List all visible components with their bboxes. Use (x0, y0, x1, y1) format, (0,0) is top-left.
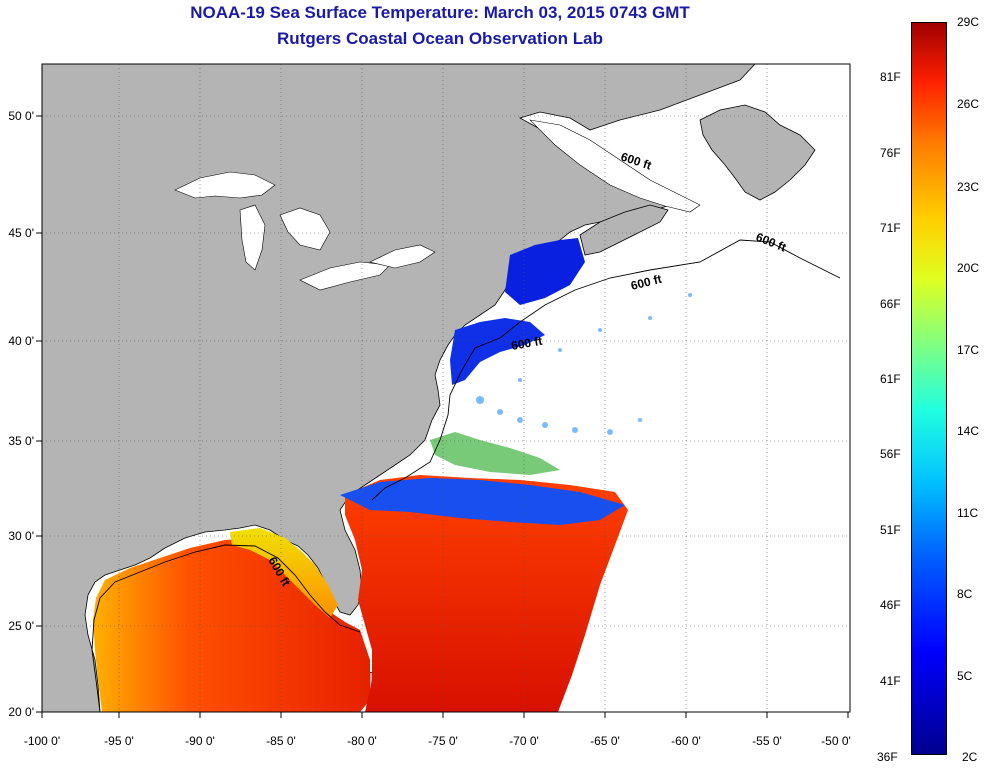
temperature-colorbar (911, 22, 947, 755)
lat-label: 20 0' (8, 705, 34, 719)
lat-label: 50 0' (8, 109, 34, 123)
gulf-of-st-lawrence (529, 119, 701, 213)
colorbar-fahrenheit-label: 61F (880, 372, 901, 386)
colorbar-fahrenheit-label: 41F (880, 674, 901, 688)
axis-ticks (36, 115, 849, 718)
colorbar-celsius-label: 2C (962, 750, 978, 764)
colorbar-fahrenheit-label: 66F (880, 297, 901, 311)
sst-speckles (476, 293, 692, 435)
land-newfoundland (699, 104, 816, 201)
lon-label: -70 0' (509, 734, 539, 748)
colorbar-celsius-label: 17C (957, 343, 980, 357)
colorbar-fahrenheit-label: 51F (880, 523, 901, 537)
colorbar-fahrenheit-label: 46F (880, 598, 901, 612)
map-subtitle: Rutgers Coastal Ocean Observation Lab (277, 29, 603, 48)
colorbar-celsius-label: 26C (957, 97, 980, 111)
lon-label: -85 0' (266, 734, 296, 748)
lon-label: -90 0' (185, 734, 215, 748)
lat-label: 40 0' (8, 334, 34, 348)
colorbar-celsius-label: 20C (957, 261, 980, 275)
sst-atlantic-warm (345, 475, 628, 712)
sst-cold-shelf (505, 238, 585, 305)
sst-cold-mid-atlantic (450, 318, 545, 385)
sst-cold-offshore (340, 478, 625, 525)
colorbar-fahrenheit-label: 81F (880, 70, 901, 84)
great-lakes (174, 171, 436, 291)
map-title: NOAA-19 Sea Surface Temperature: March 0… (190, 3, 690, 22)
sst-gulf-stream (430, 432, 560, 475)
lat-label: 25 0' (8, 619, 34, 633)
colorbar-celsius-label: 29C (957, 15, 980, 29)
colorbar-celsius-label: 23C (957, 180, 980, 194)
lon-label: -65 0' (590, 734, 620, 748)
isobath-600ft (91, 239, 841, 713)
land-nova-scotia (579, 204, 669, 256)
contour-label: 600 ft (510, 334, 543, 353)
colorbar-celsius-label: 14C (957, 424, 980, 438)
lon-label: -95 0' (104, 734, 134, 748)
lon-label: -55 0' (752, 734, 782, 748)
colorbar-fahrenheit-label: 56F (880, 447, 901, 461)
colorbar-celsius-label: 5C (957, 669, 973, 683)
lon-label: -80 0' (347, 734, 377, 748)
lat-label: 35 0' (8, 434, 34, 448)
map-frame (41, 63, 851, 713)
lat-label: 30 0' (8, 529, 34, 543)
lon-label: -60 0' (671, 734, 701, 748)
lat-label: 45 0' (8, 226, 34, 240)
lon-label: -75 0' (428, 734, 458, 748)
colorbar-fahrenheit-label: 71F (880, 221, 901, 235)
colorbar-celsius-label: 11C (957, 506, 979, 520)
colorbar-fahrenheit-label: 36F (877, 750, 898, 764)
lon-label: -100 0' (24, 734, 60, 748)
lon-label: -50 0' (821, 734, 851, 748)
map-gridlines (42, 64, 850, 712)
colorbar-celsius-label: 8C (957, 587, 973, 601)
colorbar-fahrenheit-label: 76F (880, 146, 901, 160)
